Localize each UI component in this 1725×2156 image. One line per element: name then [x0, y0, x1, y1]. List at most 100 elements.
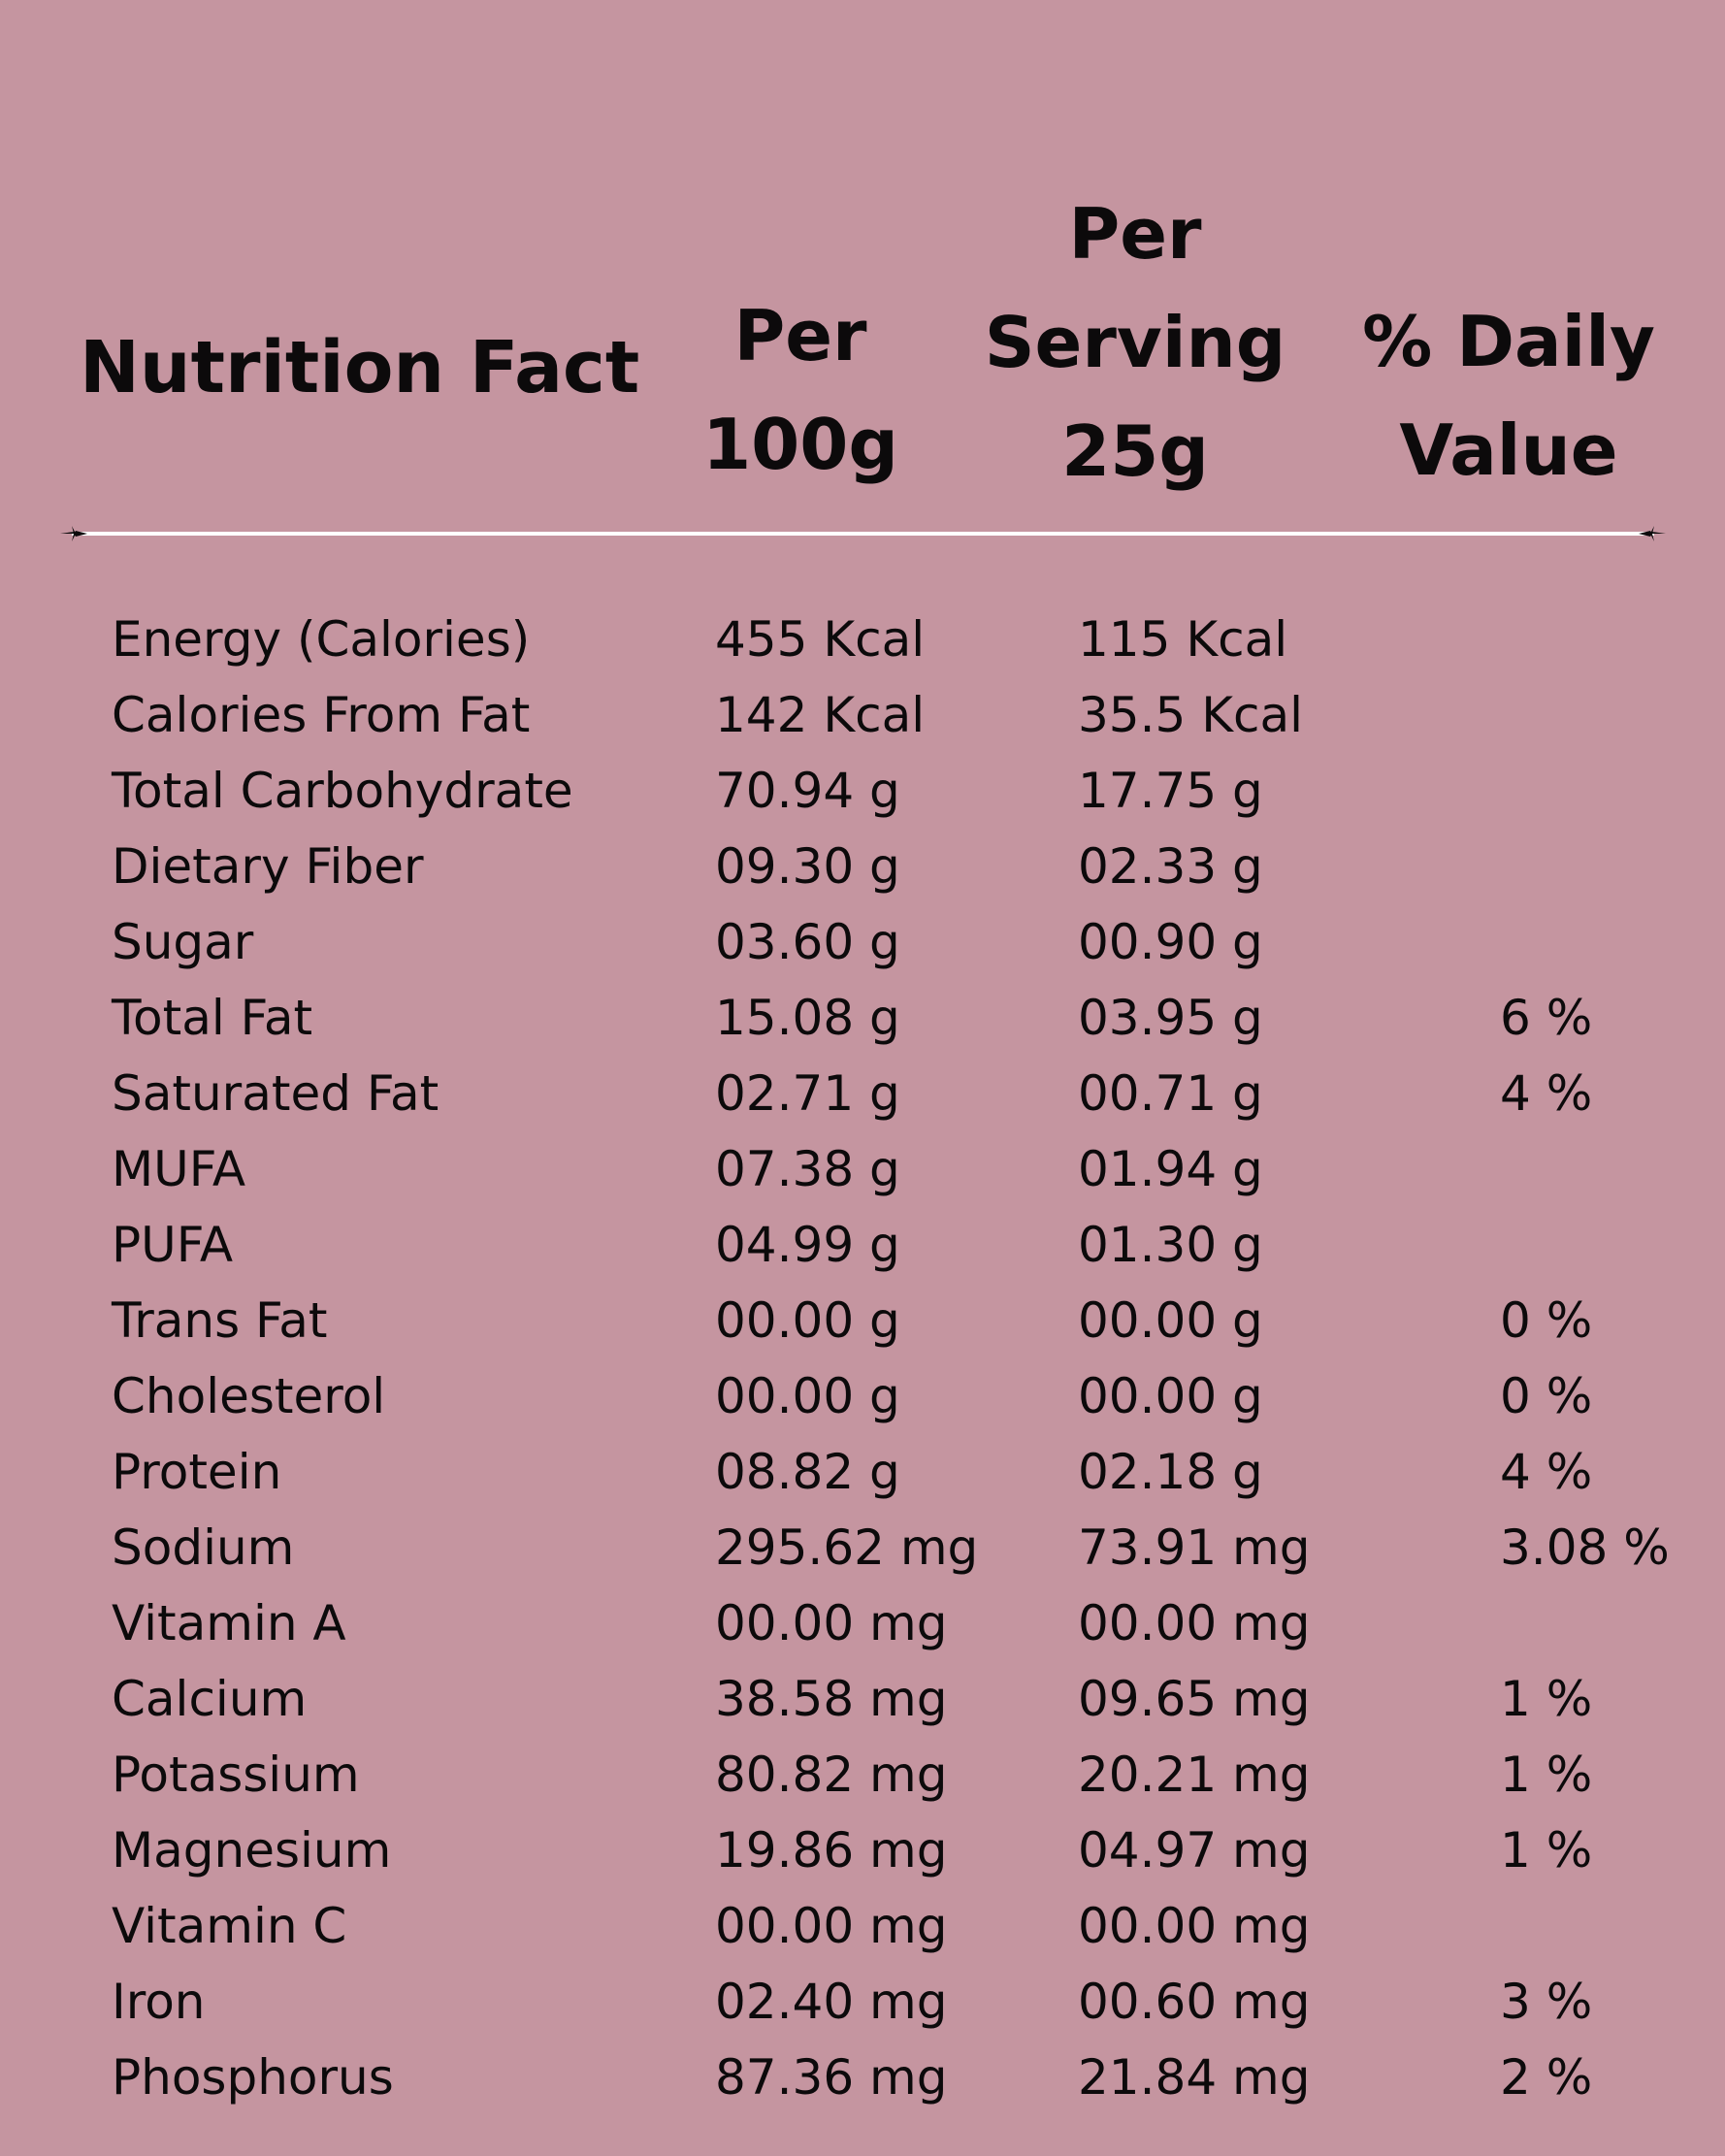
per-100g-value: 38.58 mg	[715, 1671, 948, 1727]
per-100g-value: 07.38 g	[715, 1141, 900, 1197]
nutrient-name: Vitamin C	[112, 1898, 347, 1954]
table-row: Iron 02.40 mg 00.60 mg 3 %	[0, 1964, 1725, 2040]
table-row: PUFA 04.99 g 01.30 g	[0, 1207, 1725, 1283]
header-per-serving-line-2: Serving	[984, 302, 1286, 383]
header-label-text: Nutrition Fact	[80, 326, 640, 409]
daily-value: 3 %	[1500, 1974, 1593, 2030]
daily-value: 0 %	[1500, 1292, 1593, 1349]
nutrition-rows: Energy (Calories) 455 Kcal 115 Kcal Calorie…	[0, 602, 1725, 2115]
per-serving-value: 17.75 g	[1078, 763, 1263, 819]
table-row: Phosphorus 87.36 mg 21.84 mg 2 %	[0, 2040, 1725, 2115]
nutrient-name: Energy (Calories)	[112, 611, 531, 668]
per-serving-value: 21.84 mg	[1078, 2049, 1311, 2106]
daily-value: 1 %	[1500, 1747, 1593, 1803]
nutrient-name: Protein	[112, 1444, 282, 1500]
nutrient-name: PUFA	[112, 1217, 234, 1273]
header-per-100g: Per 100g	[679, 281, 922, 499]
per-100g-value: 04.99 g	[715, 1217, 900, 1273]
table-row: Sugar 03.60 g 00.90 g	[0, 904, 1725, 980]
per-100g-value: 00.00 g	[715, 1292, 900, 1349]
per-serving-value: 00.71 g	[1078, 1065, 1263, 1122]
per-100g-value: 02.40 mg	[715, 1974, 948, 2030]
nutrient-name: Dietary Fiber	[112, 838, 424, 895]
daily-value: 1 %	[1500, 1671, 1593, 1727]
daily-value: 2 %	[1500, 2049, 1593, 2106]
daily-value: 4 %	[1500, 1065, 1593, 1122]
nutrient-name: Sodium	[112, 1519, 295, 1576]
table-row: Sodium 295.62 mg 73.91 mg 3.08 %	[0, 1510, 1725, 1585]
daily-value: 4 %	[1500, 1444, 1593, 1500]
per-serving-value: 02.18 g	[1078, 1444, 1263, 1500]
sparkle-right-icon	[1639, 526, 1666, 541]
table-row: Magnesium 19.86 mg 04.97 mg 1 %	[0, 1813, 1725, 1888]
table-row: Potassium 80.82 mg 20.21 mg 1 %	[0, 1737, 1725, 1813]
header-per-100g-line-2: 100g	[702, 404, 898, 485]
nutrient-name: Saturated Fat	[112, 1065, 439, 1122]
header-per-100g-line-1: Per	[733, 295, 867, 376]
nutrient-name: Phosphorus	[112, 2049, 394, 2106]
per-100g-value: 80.82 mg	[715, 1747, 948, 1803]
header-nutrition-fact: Nutrition Fact	[80, 313, 639, 422]
table-row: Total Fat 15.08 g 03.95 g 6 %	[0, 980, 1725, 1056]
per-100g-value: 02.71 g	[715, 1065, 900, 1122]
nutrient-name: Magnesium	[112, 1822, 392, 1878]
table-row: Protein 08.82 g 02.18 g 4 %	[0, 1434, 1725, 1510]
nutrient-name: Sugar	[112, 914, 254, 970]
table-row: MUFA 07.38 g 01.94 g	[0, 1131, 1725, 1207]
table-row: Total Carbohydrate 70.94 g 17.75 g	[0, 753, 1725, 829]
table-row: Trans Fat 00.00 g 00.00 g 0 %	[0, 1283, 1725, 1358]
table-row: Vitamin A 00.00 mg 00.00 mg	[0, 1585, 1725, 1661]
per-100g-value: 00.00 mg	[715, 1898, 948, 1954]
daily-value: 6 %	[1500, 990, 1593, 1046]
per-serving-value: 02.33 g	[1078, 838, 1263, 895]
per-serving-value: 00.00 g	[1078, 1292, 1263, 1349]
nutrient-name: Total Fat	[112, 990, 313, 1046]
per-serving-value: 00.90 g	[1078, 914, 1263, 970]
per-100g-value: 00.00 mg	[715, 1595, 948, 1651]
header-per-serving-line-1: Per	[1068, 193, 1202, 275]
per-serving-value: 20.21 mg	[1078, 1747, 1311, 1803]
per-serving-value: 00.60 mg	[1078, 1974, 1311, 2030]
nutrient-name: Potassium	[112, 1747, 360, 1803]
per-100g-value: 03.60 g	[715, 914, 900, 970]
per-100g-value: 08.82 g	[715, 1444, 900, 1500]
per-serving-value: 01.30 g	[1078, 1217, 1263, 1273]
nutrient-name: Vitamin A	[112, 1595, 346, 1651]
nutrient-name: MUFA	[112, 1141, 246, 1197]
daily-value: 0 %	[1500, 1368, 1593, 1424]
per-serving-value: 01.94 g	[1078, 1141, 1263, 1197]
table-row: Calcium 38.58 mg 09.65 mg 1 %	[0, 1661, 1725, 1737]
nutrient-name: Iron	[112, 1974, 206, 2030]
per-serving-value: 35.5 Kcal	[1078, 687, 1304, 743]
daily-value: 1 %	[1500, 1822, 1593, 1878]
nutrient-name: Total Carbohydrate	[112, 763, 573, 819]
per-100g-value: 09.30 g	[715, 838, 900, 895]
table-row: Vitamin C 00.00 mg 00.00 mg	[0, 1888, 1725, 1964]
header-daily-value-line-1: % Daily	[1362, 301, 1655, 382]
sparkle-left-icon	[60, 526, 87, 541]
daily-value: 3.08 %	[1500, 1519, 1670, 1576]
per-serving-value: 09.65 mg	[1078, 1671, 1311, 1727]
header-daily-value-line-2: Value	[1399, 409, 1618, 491]
per-100g-value: 455 Kcal	[715, 611, 926, 668]
per-serving-value: 115 Kcal	[1078, 611, 1288, 668]
table-row: Dietary Fiber 09.30 g 02.33 g	[0, 829, 1725, 904]
per-serving-value: 04.97 mg	[1078, 1822, 1311, 1878]
nutrient-name: Calories From Fat	[112, 687, 531, 743]
header-divider	[60, 526, 1666, 541]
header-daily-value: % Daily Value	[1349, 287, 1669, 505]
per-serving-value: 73.91 mg	[1078, 1519, 1311, 1576]
per-serving-value: 03.95 g	[1078, 990, 1263, 1046]
table-row: Saturated Fat 02.71 g 00.71 g 4 %	[0, 1056, 1725, 1131]
per-100g-value: 70.94 g	[715, 763, 900, 819]
per-100g-value: 142 Kcal	[715, 687, 926, 743]
header-per-serving-line-3: 25g	[1061, 410, 1209, 492]
nutrient-name: Calcium	[112, 1671, 308, 1727]
per-100g-value: 87.36 mg	[715, 2049, 948, 2106]
table-row: Cholesterol 00.00 g 00.00 g 0 %	[0, 1358, 1725, 1434]
nutrient-name: Cholesterol	[112, 1368, 386, 1424]
nutrient-name: Trans Fat	[112, 1292, 328, 1349]
table-header: Nutrition Fact Per 100g Per Serving 25g …	[0, 0, 1725, 524]
per-serving-value: 00.00 mg	[1078, 1595, 1311, 1651]
per-serving-value: 00.00 g	[1078, 1368, 1263, 1424]
